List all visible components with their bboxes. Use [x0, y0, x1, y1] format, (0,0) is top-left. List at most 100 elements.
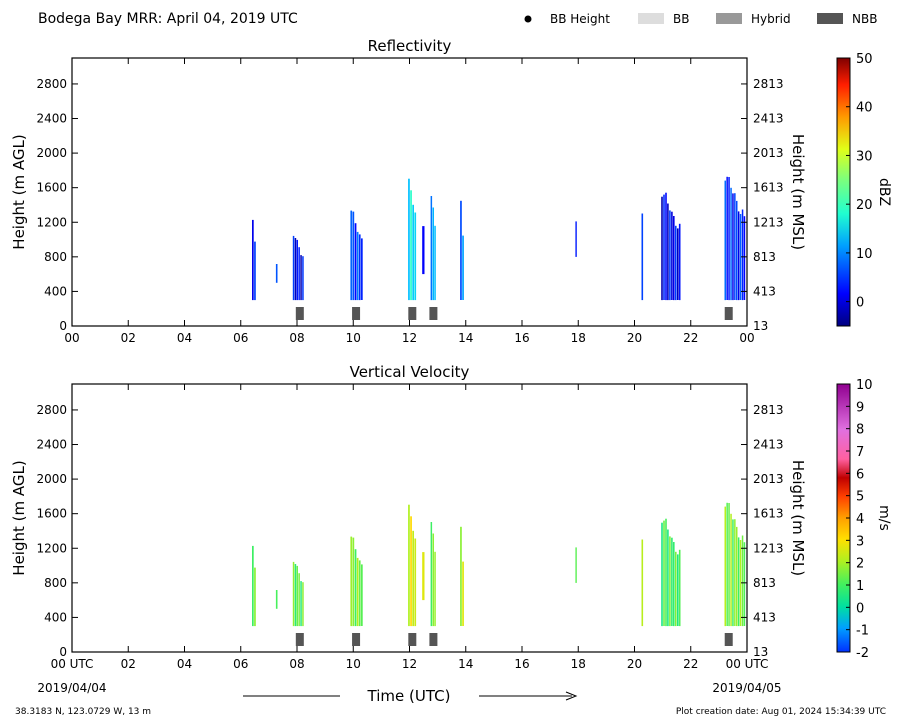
colorbar-tick-label: 8: [856, 423, 864, 438]
x-axis-label: Time (UTC): [367, 687, 451, 705]
echo-streak: [254, 241, 256, 301]
echo-streak: [677, 228, 679, 300]
x-tick-label: 08: [289, 657, 304, 671]
echo-column: [350, 210, 363, 301]
echo-streak: [724, 506, 726, 627]
echo-streak: [675, 225, 677, 301]
y2-tick-label: 2013: [753, 472, 784, 486]
echo-streak: [641, 213, 644, 301]
colorbar-tick-label: -1: [856, 624, 869, 639]
x-tick-label: 20: [627, 657, 642, 671]
colorbar-tick-label: 30: [856, 149, 873, 164]
bright-band-marker: [429, 633, 438, 646]
y2-tick-label: 2013: [753, 146, 784, 160]
echo-streak: [671, 211, 673, 300]
echo-streak: [361, 564, 363, 626]
y2-tick-label: 13: [753, 645, 768, 659]
echo-streak: [667, 529, 669, 627]
echo-column: [641, 539, 644, 627]
panel-title: Vertical Velocity: [350, 363, 470, 381]
x-tick-label: 06: [233, 331, 248, 345]
echo-streak: [678, 549, 681, 627]
echo-streak: [669, 210, 671, 301]
x-tick-label: 02: [121, 331, 136, 345]
echo-streak: [302, 256, 304, 301]
colorbar: [836, 57, 851, 327]
echo-streak: [354, 549, 357, 627]
echo-streak: [669, 536, 671, 627]
echo-streak: [665, 192, 667, 301]
echo-streak: [739, 540, 742, 626]
echo-streak: [300, 255, 302, 301]
x-tick-label: 00 UTC: [51, 657, 94, 671]
echo-streak: [730, 187, 732, 301]
x-tick-label: 18: [571, 331, 586, 345]
bright-band-marker: [724, 307, 733, 320]
echo-streak: [358, 234, 361, 301]
page-title: Bodega Bay MRR: April 04, 2019 UTC: [38, 11, 298, 27]
echo-streak: [422, 226, 425, 275]
echo-streak: [302, 582, 304, 627]
echo-streak: [408, 504, 410, 627]
echo-streak: [294, 564, 297, 627]
time-arrow-head-icon: [565, 691, 578, 701]
x-tick-label: 08: [289, 331, 304, 345]
echo-column: [422, 226, 425, 275]
echo-streak: [352, 211, 355, 301]
echo-streak: [462, 561, 464, 626]
x-tick-label: 22: [683, 331, 698, 345]
legend-nbb-swatch: [817, 13, 843, 24]
legend-label-bb-height: BB Height: [550, 12, 610, 26]
x-tick-label: 16: [514, 331, 529, 345]
echo-streak: [430, 196, 433, 301]
bright-band-marker: [429, 307, 438, 320]
echo-streak: [661, 196, 663, 301]
y-axis-label: Height (m AGL): [10, 460, 28, 575]
echo-streak: [408, 178, 410, 301]
y2-tick-label: 813: [753, 250, 776, 264]
y-tick-label: 1600: [36, 181, 67, 195]
y-tick-label: 2800: [36, 403, 67, 417]
y-tick-label: 2000: [36, 472, 67, 486]
echo-streak: [430, 522, 433, 627]
colorbar-tick-label: 7: [856, 445, 864, 460]
colorbar-tick-label: 3: [856, 534, 864, 549]
legend-hybrid-swatch: [716, 13, 742, 24]
y2-tick-label: 813: [753, 576, 776, 590]
echo-streak: [665, 518, 667, 627]
echo-streak: [736, 526, 738, 627]
start-date: 2019/04/04: [37, 681, 106, 695]
x-tick-label: 04: [177, 331, 192, 345]
echo-column: [661, 518, 681, 627]
x-tick-label: 06: [233, 657, 248, 671]
echo-streak: [350, 536, 353, 627]
echo-streak: [730, 513, 732, 627]
x-tick-label: 00: [64, 331, 79, 345]
y-tick-label: 1600: [36, 507, 67, 521]
echo-column: [350, 536, 363, 627]
echo-streak: [292, 561, 295, 627]
colorbar-tick-label: 9: [856, 400, 864, 415]
echo-streak: [252, 545, 254, 627]
plot-creation-date: Plot creation date: Aug 01, 2024 15:34:3…: [676, 707, 886, 717]
echo-streak: [728, 503, 730, 627]
echo-column: [460, 526, 464, 626]
echo-streak: [743, 216, 746, 300]
echo-streak: [575, 547, 577, 583]
echo-streak: [732, 519, 734, 627]
echo-column: [430, 196, 436, 301]
panel-title: Reflectivity: [368, 37, 452, 55]
echo-streak: [354, 223, 357, 301]
echo-streak: [410, 190, 412, 301]
bright-band-marker: [295, 633, 304, 646]
echo-streak: [432, 207, 434, 301]
echo-streak: [724, 180, 726, 301]
colorbar-tick-label: 2: [856, 557, 864, 572]
colorbar-label: dBZ: [876, 178, 892, 206]
echo-streak: [410, 516, 412, 627]
y-tick-label: 2400: [36, 438, 67, 452]
y-tick-label: 800: [44, 250, 67, 264]
y2-tick-label: 413: [753, 610, 776, 624]
